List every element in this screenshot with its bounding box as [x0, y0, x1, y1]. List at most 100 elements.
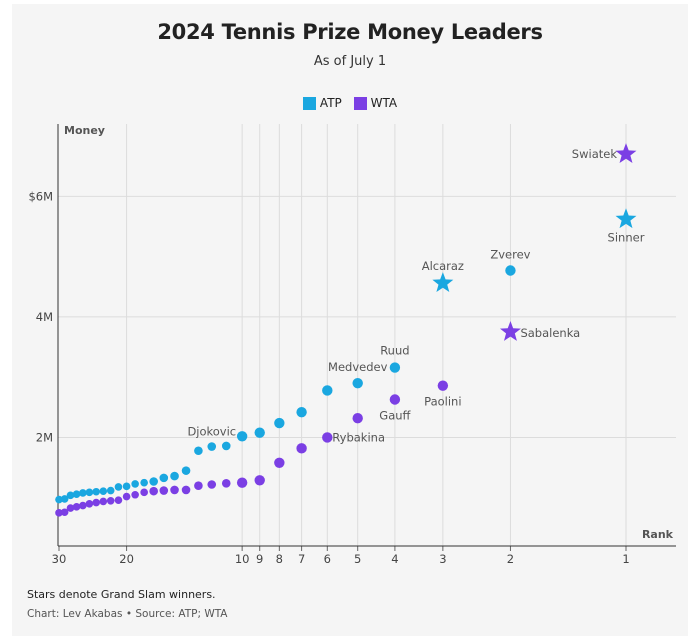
x-tick-label: 4: [391, 552, 398, 566]
legend-item-wta: WTA: [353, 96, 398, 110]
x-tick-label: 7: [298, 552, 305, 566]
series-atp: [55, 208, 637, 504]
point-label-paolini: Paolini: [424, 395, 461, 409]
data-point-atp: [207, 442, 217, 451]
data-point-wta: [274, 457, 285, 469]
data-point-wta: [437, 380, 449, 391]
data-point-atp: [72, 490, 81, 498]
data-point-atp: [140, 478, 148, 487]
star-point-wta: [615, 143, 637, 164]
data-point-atp: [85, 488, 94, 497]
y-tick-label: 2M: [36, 430, 53, 444]
data-point-atp: [221, 441, 231, 451]
data-point-wta: [296, 443, 307, 454]
data-point-atp: [55, 495, 63, 504]
data-point-wta: [114, 496, 123, 504]
point-label-alcaraz: Alcaraz: [422, 259, 464, 273]
point-label-sabalenka: Sabalenka: [520, 326, 580, 340]
legend-item-atp: ATP: [302, 96, 342, 110]
data-point-atp: [92, 487, 100, 496]
data-point-wta: [181, 485, 191, 495]
point-label-medvedev: Medvedev: [328, 360, 388, 374]
data-point-atp: [181, 466, 191, 475]
data-point-wta: [149, 486, 158, 496]
data-point-atp: [274, 417, 285, 429]
data-point-wta: [207, 480, 217, 489]
data-point-atp: [389, 362, 401, 373]
data-point-wta: [85, 500, 94, 508]
data-point-atp: [106, 486, 115, 495]
chart-card: 2024 Tennis Prize Money Leaders As of Ju…: [12, 4, 688, 636]
credit-separator: •: [125, 608, 133, 620]
x-tick-label: 10: [235, 552, 250, 566]
data-point-wta: [122, 492, 131, 501]
data-point-wta: [194, 481, 203, 491]
x-tick-label: 6: [324, 552, 331, 566]
legend-label-wta: WTA: [370, 96, 398, 110]
data-point-atp: [170, 471, 179, 481]
star-point-wta: [499, 320, 521, 341]
data-point-atp: [122, 482, 131, 491]
star-point-atp: [432, 272, 454, 293]
data-point-wta: [170, 485, 179, 495]
x-tick-label: 1: [622, 552, 629, 566]
series-wta: [55, 143, 637, 517]
data-point-atp: [352, 378, 363, 389]
data-point-wta: [79, 501, 87, 510]
x-tick-label: 8: [276, 552, 283, 566]
data-point-atp: [114, 483, 123, 491]
chart-subtitle: As of July 1: [313, 54, 387, 69]
data-point-atp: [66, 491, 75, 500]
data-point-wta: [60, 508, 69, 517]
data-point-wta: [140, 488, 148, 497]
point-label-ruud: Ruud: [380, 344, 409, 358]
chart-note: Stars denote Grand Slam winners.: [27, 588, 216, 601]
x-axis-title: Rank: [642, 528, 674, 541]
star-point-atp: [615, 208, 637, 229]
chart-title: 2024 Tennis Prize Money Leaders: [157, 20, 543, 44]
point-label-swiatek: Swiatek: [572, 147, 618, 161]
data-point-atp: [131, 480, 139, 488]
chart-legend: ATP WTA: [12, 96, 688, 113]
data-point-wta: [66, 504, 75, 512]
point-label-sinner: Sinner: [608, 230, 645, 244]
x-tick-label: 3: [439, 552, 446, 566]
y-tick-label: $6M: [28, 189, 53, 203]
data-point-wta: [99, 497, 108, 506]
data-point-wta: [106, 496, 115, 505]
legend-swatch-atp: [302, 96, 316, 110]
x-tick-label: 5: [354, 552, 361, 566]
data-point-atp: [236, 431, 248, 442]
data-point-atp: [99, 487, 108, 495]
data-point-atp: [149, 477, 158, 486]
x-tick-label: 2: [507, 552, 514, 566]
data-point-atp: [60, 495, 69, 503]
point-label-djokovic: Djokovic: [187, 424, 236, 438]
data-point-wta: [72, 503, 81, 511]
point-label-rybakina: Rybakina: [332, 430, 385, 444]
data-point-wta: [131, 490, 139, 499]
data-point-wta: [55, 509, 63, 517]
credit-author: Chart: Lev Akabas: [27, 608, 123, 620]
legend-swatch-wta: [353, 96, 367, 110]
chart-credit: Chart: Lev Akabas • Source: ATP; WTA: [27, 608, 227, 620]
point-label-zverev: Zverev: [490, 247, 530, 261]
data-point-atp: [505, 265, 516, 276]
point-label-gauff: Gauff: [379, 409, 411, 423]
data-point-wta: [92, 498, 100, 507]
data-point-wta: [159, 486, 169, 495]
data-point-wta: [254, 475, 265, 486]
y-axis-title: Money: [64, 124, 105, 137]
x-tick-label: 30: [52, 552, 67, 566]
y-tick-label: 4M: [36, 310, 53, 324]
data-point-wta: [322, 432, 333, 443]
data-point-wta: [236, 477, 248, 488]
data-point-atp: [194, 446, 203, 456]
data-point-atp: [322, 385, 333, 396]
legend-label-atp: ATP: [319, 96, 342, 110]
data-point-atp: [159, 473, 169, 483]
data-point-wta: [221, 479, 231, 488]
data-point-wta: [352, 412, 363, 424]
data-point-atp: [79, 489, 87, 497]
